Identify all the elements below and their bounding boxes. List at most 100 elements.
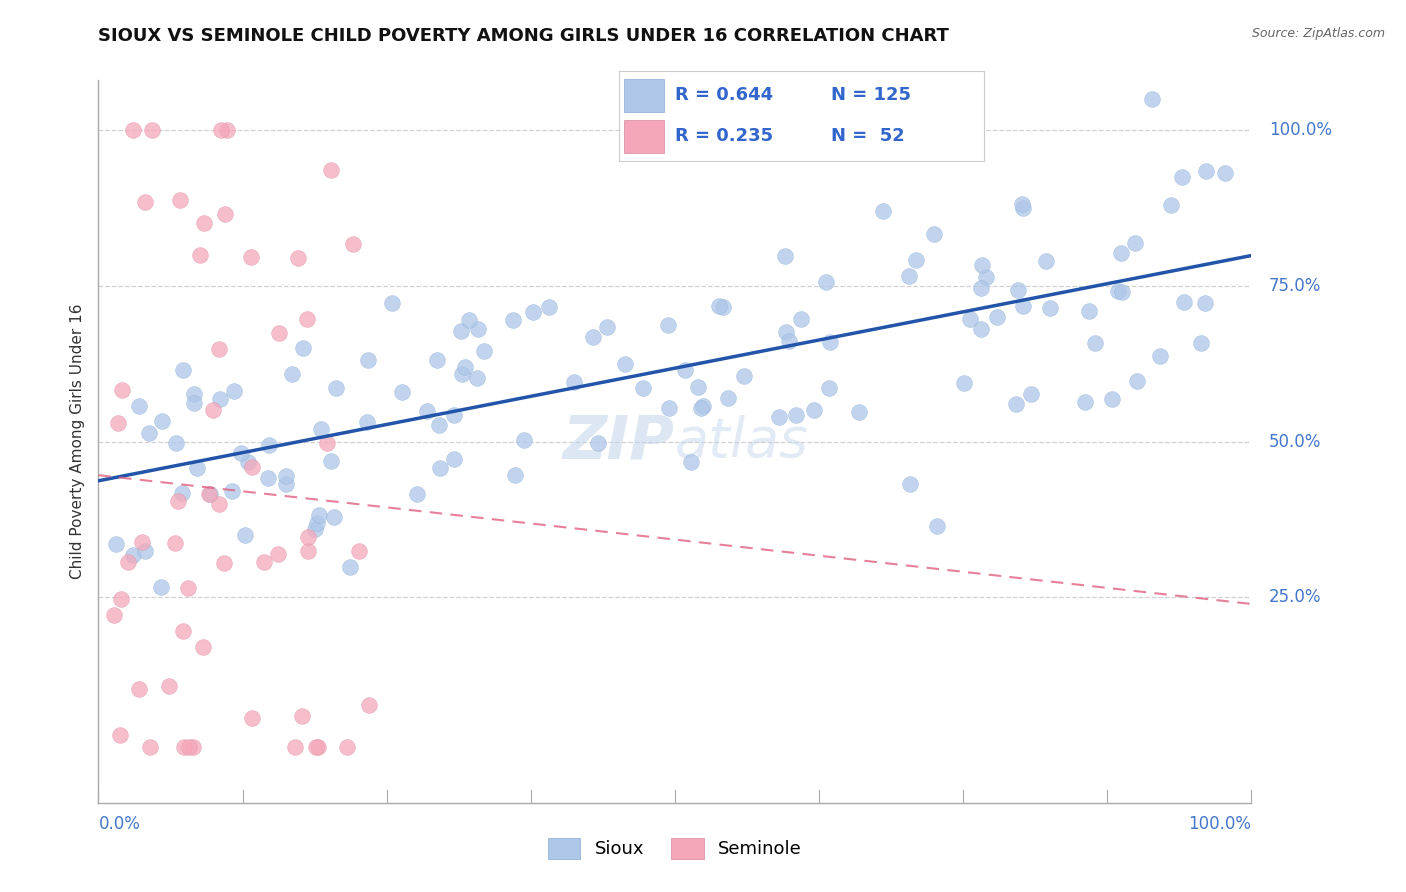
Point	[450, 324, 472, 338]
Point	[131, 535, 153, 549]
Point	[173, 739, 195, 754]
Point	[416, 403, 439, 417]
Text: SIOUX VS SEMINOLE CHILD POVERTY AMONG GIRLS UNDER 16 CORRELATION CHART: SIOUX VS SEMINOLE CHILD POVERTY AMONG GI…	[98, 27, 949, 45]
Point	[1213, 166, 1236, 180]
Point	[287, 251, 309, 265]
Point	[775, 249, 797, 263]
Point	[904, 252, 927, 267]
Point	[276, 469, 298, 483]
Point	[267, 547, 290, 561]
Text: N = 125: N = 125	[831, 87, 911, 104]
Point	[443, 408, 465, 422]
Point	[1160, 198, 1182, 212]
Point	[1021, 387, 1043, 401]
Point	[110, 592, 132, 607]
Point	[342, 237, 364, 252]
Point	[169, 194, 191, 208]
FancyBboxPatch shape	[624, 120, 665, 153]
Point	[673, 363, 696, 377]
Point	[165, 535, 187, 549]
Point	[1012, 202, 1035, 216]
Point	[107, 416, 129, 430]
Point	[108, 728, 131, 742]
Point	[170, 486, 193, 500]
Point	[128, 682, 150, 697]
Point	[711, 300, 734, 314]
Point	[305, 739, 328, 754]
Point	[191, 640, 214, 655]
Point	[502, 313, 524, 327]
Point	[381, 296, 404, 310]
Point	[924, 118, 946, 132]
Point	[709, 299, 731, 313]
Point	[240, 711, 263, 725]
Point	[472, 343, 495, 358]
Point	[1012, 299, 1035, 313]
Point	[198, 487, 221, 501]
Point	[1194, 295, 1216, 310]
Point	[768, 409, 790, 424]
Point	[1195, 164, 1218, 178]
Point	[186, 461, 208, 475]
Point	[451, 368, 474, 382]
Point	[183, 395, 205, 409]
Point	[922, 227, 945, 242]
Point	[658, 401, 681, 415]
Point	[256, 471, 278, 485]
Point	[357, 353, 380, 368]
Point	[1109, 246, 1132, 260]
Text: atlas: atlas	[675, 415, 808, 468]
Point	[215, 123, 238, 137]
Point	[307, 516, 329, 530]
Point	[141, 123, 163, 137]
Point	[426, 353, 449, 368]
Point	[214, 556, 236, 570]
Point	[357, 698, 380, 712]
Point	[291, 342, 314, 356]
Point	[356, 415, 378, 429]
Point	[1149, 350, 1171, 364]
Point	[454, 360, 477, 375]
Point	[284, 739, 307, 754]
Point	[207, 342, 229, 356]
Point	[1084, 335, 1107, 350]
Point	[323, 509, 346, 524]
Point	[689, 401, 711, 415]
Point	[134, 544, 156, 558]
Point	[443, 452, 465, 467]
Point	[316, 436, 339, 450]
Point	[586, 436, 609, 450]
Text: 50.0%: 50.0%	[1268, 433, 1322, 450]
Point	[214, 207, 236, 221]
Point	[959, 311, 981, 326]
Point	[1126, 374, 1149, 388]
Text: R = 0.235: R = 0.235	[675, 128, 773, 145]
Point	[139, 739, 162, 754]
Point	[233, 527, 256, 541]
Point	[467, 370, 489, 384]
Point	[165, 435, 187, 450]
Point	[820, 334, 842, 349]
Point	[790, 312, 813, 326]
Point	[803, 402, 825, 417]
Point	[562, 375, 585, 389]
Point	[304, 522, 326, 536]
Point	[188, 248, 211, 262]
Point	[427, 417, 450, 432]
Point	[1007, 283, 1029, 297]
Point	[291, 709, 314, 723]
Point	[177, 581, 200, 595]
Point	[614, 357, 637, 371]
Legend: Sioux, Seminole: Sioux, Seminole	[540, 830, 810, 866]
Point	[236, 455, 259, 469]
Point	[257, 438, 280, 452]
Text: Source: ZipAtlas.com: Source: ZipAtlas.com	[1251, 27, 1385, 40]
Point	[321, 454, 343, 468]
Point	[295, 312, 318, 326]
Point	[1077, 304, 1099, 318]
Point	[1101, 392, 1123, 406]
Point	[686, 380, 709, 394]
Point	[105, 537, 128, 551]
Point	[229, 446, 252, 460]
Point	[138, 426, 160, 441]
